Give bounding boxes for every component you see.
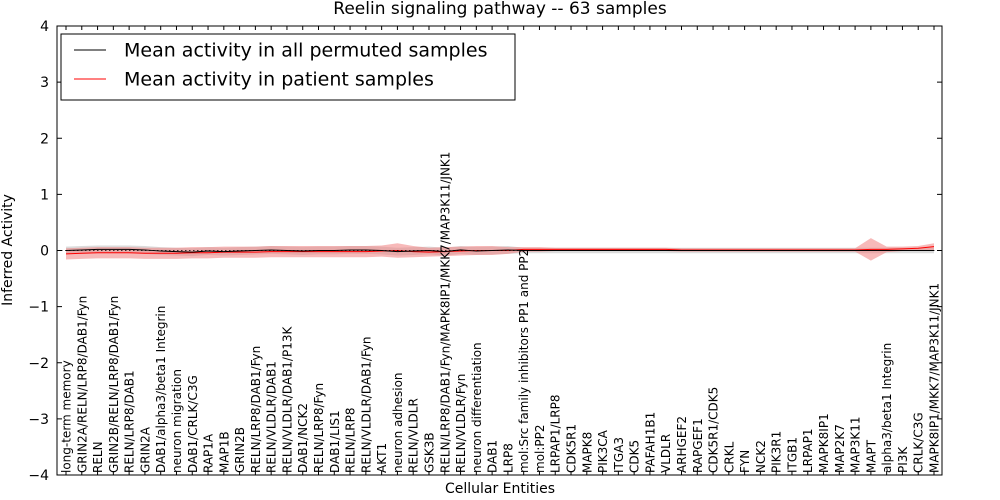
x-tick-label: CRLK/C3G: [912, 412, 926, 473]
x-tick-label: DAB1/CRLK/C3G: [186, 375, 200, 473]
x-tick-label: GRIN2A: [138, 426, 152, 473]
y-tick-label: 2: [40, 131, 49, 147]
x-tick-label: RAP1A: [202, 433, 216, 473]
x-tick-label: GSK3B: [422, 432, 436, 473]
x-tick-label: MAPK8IP1: [817, 413, 831, 473]
y-tick-label: 1: [40, 187, 49, 203]
x-tick-label: RELN: [91, 441, 105, 473]
x-tick-label: RELN/VLDLR/Fyn: [454, 374, 468, 473]
y-tick-label: −2: [28, 356, 49, 372]
x-tick-label: DAB1/LIS1: [328, 410, 342, 473]
x-tick-label: neuron differentiation: [470, 342, 484, 473]
legend: Mean activity in all permuted samples Me…: [60, 33, 516, 101]
x-tick-label: PIK3CA: [596, 429, 610, 473]
x-tick-label: RELN/LRP8/DAB1/Fyn/MAPK8IP1/MKK7/MAP3K11…: [438, 152, 452, 473]
x-tick-label: RELN/VLDLR/DAB1/Fyn: [359, 337, 373, 473]
x-tick-label: RELN/LRP8/DAB1: [123, 370, 137, 473]
y-tick-label: −1: [28, 300, 49, 316]
confidence-bands: [66, 238, 934, 261]
chart-title: Reelin signaling pathway -- 63 samples: [333, 0, 667, 19]
x-tick-label: neuron adhesion: [391, 372, 405, 473]
x-tick-label: CDK5R1: [565, 424, 579, 473]
x-tick-label: ITGB1: [785, 437, 799, 473]
x-tick-label: PIK3R1: [770, 431, 784, 473]
x-tick-label: RELN/LRP8/Fyn: [312, 383, 326, 473]
x-tick-label: DAB1: [486, 440, 500, 473]
x-tick-label: CDK5: [628, 440, 642, 473]
y-tick-label: −4: [28, 468, 49, 484]
x-tick-label: neuron migration: [170, 369, 184, 473]
x-axis: long-term memory GRIN2A/RELN/LRP8/DAB1/Fy…: [60, 26, 942, 475]
x-tick-label: MAP2K7: [833, 424, 847, 473]
y-tick-label: 4: [40, 19, 49, 35]
x-tick-label: LRPAP1/LRP8: [549, 394, 563, 473]
x-tick-label: NCK2: [754, 440, 768, 473]
x-tick-label: RELN/VLDLR: [407, 398, 421, 473]
x-tick-label: ARHGEF2: [675, 416, 689, 473]
x-tick-label: long-term memory: [60, 360, 74, 473]
x-tick-label: MAP1B: [217, 431, 231, 473]
x-tick-label: DAB1/alpha3/beta1 Integrin: [154, 306, 168, 473]
x-tick-label: LRP8: [501, 443, 515, 473]
legend-label-patient: Mean activity in patient samples: [124, 69, 434, 91]
x-tick-label: CRKL: [722, 441, 736, 473]
y-tick-label: 3: [40, 75, 49, 91]
x-tick-label: RELN/LRP8/DAB1/Fyn: [249, 346, 263, 473]
x-tick-label: GRIN2B: [233, 427, 247, 473]
legend-box: [60, 33, 516, 101]
x-tick-label: RELN/VLDLR/DAB1: [265, 361, 279, 473]
x-tick-label: VLDLR: [659, 434, 673, 473]
x-tick-label: RELN/VLDLR/DAB1/P13K: [280, 326, 294, 473]
x-tick-label: GRIN2B/RELN/LRP8/DAB1/Fyn: [107, 296, 121, 473]
x-tick-label: ITGA3: [612, 437, 626, 473]
x-tick-label: DAB1/NCK2: [296, 403, 310, 473]
x-tick-label: CDK5R1/CDK5: [707, 387, 721, 473]
x-tick-label: MAPK8IP1/MKK7/MAP3K11/JNK1: [928, 283, 942, 473]
x-tick-label: RAPGEF1: [691, 418, 705, 473]
x-tick-label: MAPK8: [580, 432, 594, 473]
x-tick-label: alpha3/beta1 Integrin: [880, 343, 894, 473]
x-tick-label: PI3K: [896, 446, 910, 473]
band-patient: [66, 238, 934, 261]
x-tick-label: mol:PP2: [533, 424, 547, 473]
x-tick-label: AKT1: [375, 443, 389, 473]
x-axis-label: Cellular Entities: [445, 481, 555, 497]
x-tick-label: FYN: [738, 450, 752, 473]
x-tick-label: GRIN2A/RELN/LRP8/DAB1/Fyn: [75, 296, 89, 473]
x-tick-label: RELN/LRP8: [344, 407, 358, 473]
x-tick-label: MAPT: [864, 439, 878, 473]
x-tick-label: LRPAP1: [801, 428, 815, 473]
legend-label-permuted: Mean activity in all permuted samples: [124, 40, 487, 62]
y-tick-label: 0: [40, 244, 49, 260]
y-axis-label: Inferred Activity: [0, 194, 16, 306]
y-tick-label: −3: [28, 412, 49, 428]
x-tick-label: mol:Src family inhibitors PP1 and PP2: [517, 249, 531, 473]
y-axis: −4 −3 −2 −1 0 1 2 3 4: [28, 19, 942, 484]
x-tick-label: MAP3K11: [849, 416, 863, 473]
x-tick-label: PAFAH1B1: [643, 412, 657, 473]
